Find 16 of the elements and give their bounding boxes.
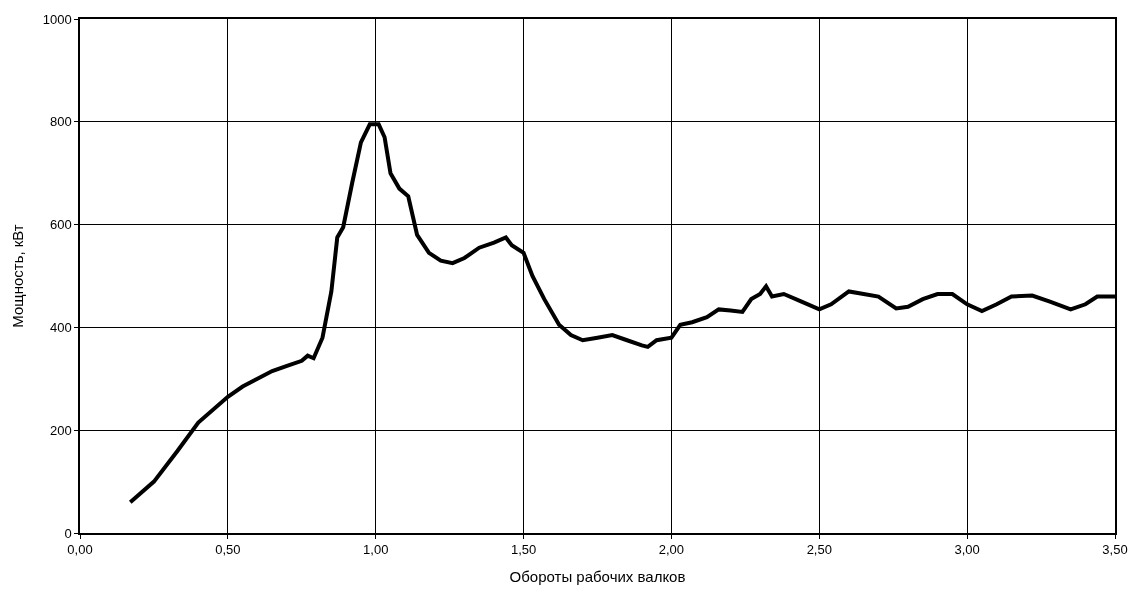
x-tick-label: 1,00 [363, 542, 389, 558]
y-tick-label: 1000 [42, 11, 72, 27]
x-tick-label: 1,50 [510, 542, 537, 558]
x-axis-title: Обороты рабочих валков [509, 567, 686, 585]
y-axis-title: Мощность, кВт [9, 224, 27, 328]
y-tick-label: 800 [49, 114, 72, 130]
y-tick-label: 600 [49, 217, 72, 233]
x-tick-label: 0,50 [215, 542, 241, 558]
y-tick-label: 0 [64, 525, 72, 541]
x-tick-label: 2,50 [806, 542, 832, 558]
x-tick-label: 3,50 [1102, 542, 1128, 558]
y-tick-label: 200 [49, 422, 72, 438]
x-tick-label: 0,00 [67, 542, 93, 558]
x-tick-label: 2,00 [658, 542, 685, 558]
y-tick-label: 400 [49, 319, 72, 335]
x-tick-label: 3,00 [954, 542, 980, 558]
